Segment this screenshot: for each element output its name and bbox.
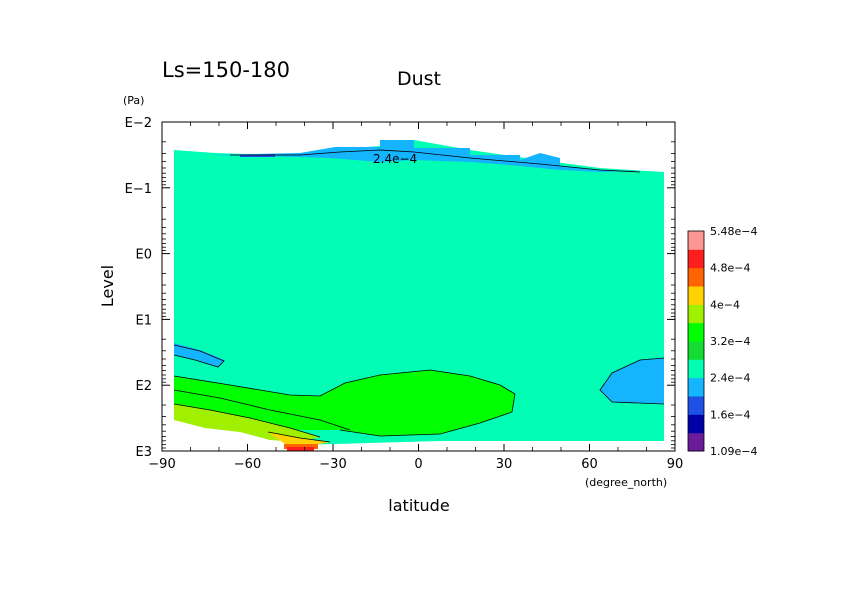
chart-title: Dust [397,68,441,90]
y-tick-label: E1 [136,313,153,328]
colorbar-frame [687,230,705,452]
colorbar-swatch [688,249,704,269]
y-axis: E−2 E−1 E0 E1 E2 E3 [125,116,675,460]
colorbar-swatch [688,432,704,452]
x-unit-label: (degree_north) [585,476,667,489]
contour-line-top [230,149,641,173]
contour-label: 2.4e−4 [373,152,417,166]
colorbar-swatch [688,414,704,434]
contour-region-main [174,140,664,445]
colorbar-label: 4e−4 [710,298,740,311]
colorbar-swatch [688,304,704,324]
x-tick-label: 60 [581,457,598,472]
x-tick-label: 0 [414,457,422,472]
contour-region-right-low [600,358,664,404]
contour-region-yellow [268,432,330,446]
period-label: Ls=150-180 [162,58,290,82]
contour-fills [174,140,664,451]
x-tick-label: −60 [234,457,261,472]
colorbar: 1.09e−4 1.6e−4 2.4e−4 3.2e−4 4e−4 4.8e−4 5.48e… [687,225,757,458]
y-tick-label: E0 [136,248,153,263]
x-tick-label: −30 [319,457,346,472]
colorbar-swatch [688,231,704,250]
contour-lines [173,149,665,443]
y-axis-title: Level [98,265,117,307]
contour-line-inner2 [173,403,321,438]
y-tick-label: E−2 [125,116,152,131]
colorbar-label: 5.48e−4 [710,225,757,238]
colorbar-label: 1.6e−4 [710,408,750,421]
contour-region-red [287,447,314,451]
contour-line-right-lobe [599,357,665,405]
contour-region-top-low [210,140,640,172]
colorbar-label: 2.4e−4 [710,372,750,385]
x-tick-label: 30 [496,457,513,472]
contour-region-yellowgreen [174,404,320,442]
colorbar-label: 3.2e−4 [710,335,750,348]
colorbar-swatch [688,322,704,342]
y-unit-label: (Pa) [123,94,144,107]
x-axis: −90 −60 −30 0 30 60 90 [148,122,683,472]
x-axis-title: latitude [388,496,449,515]
colorbar-swatch [688,359,704,379]
colorbar-swatch [688,286,704,305]
contour-region-green [174,370,515,436]
colorbar-swatch [688,396,704,415]
contour-line-green [173,369,516,437]
x-tick-label: 90 [667,457,684,472]
contour-line-inner1 [173,389,351,431]
y-tick-label: E−1 [125,182,152,197]
colorbar-label: 4.8e−4 [710,262,750,275]
contour-region-left-low [174,343,225,367]
colorbar-label: 1.09e−4 [710,445,757,458]
colorbar-swatch [688,377,704,397]
y-tick-label: E3 [136,445,153,460]
colorbar-swatch [688,267,704,287]
contour-line-inner3 [267,431,331,443]
colorbar-swatch [688,341,704,360]
contour-line-left-lobe [173,344,225,368]
x-tick-label: −90 [148,457,175,472]
y-tick-label: E2 [136,379,153,394]
